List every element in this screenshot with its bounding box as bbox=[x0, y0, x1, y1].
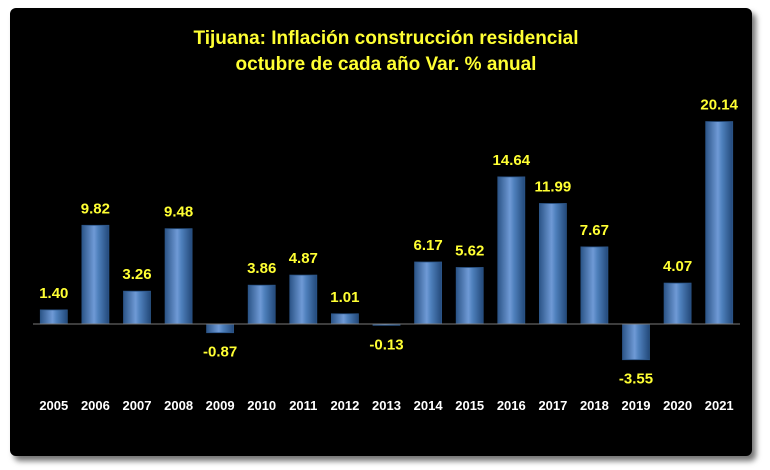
chart-title: Tijuana: Inflación construcción residenc… bbox=[193, 28, 578, 49]
chart-frame bbox=[10, 8, 752, 456]
year-label-2013: 2013 bbox=[372, 398, 401, 413]
year-label-2005: 2005 bbox=[39, 398, 68, 413]
year-label-2019: 2019 bbox=[622, 398, 651, 413]
year-label-2018: 2018 bbox=[580, 398, 609, 413]
year-label-2008: 2008 bbox=[164, 398, 193, 413]
value-label-2019: -3.55 bbox=[619, 371, 653, 388]
value-label-2020: 4.07 bbox=[663, 258, 692, 275]
value-label-2005: 1.40 bbox=[39, 285, 68, 302]
value-label-2017: 11.99 bbox=[535, 179, 572, 196]
year-label-2011: 2011 bbox=[289, 398, 317, 413]
value-label-2014: 6.17 bbox=[413, 237, 442, 254]
value-label-2007: 3.26 bbox=[122, 266, 151, 283]
value-label-2010: 3.86 bbox=[247, 260, 276, 277]
bar-2018 bbox=[580, 246, 609, 325]
bar-2009 bbox=[206, 323, 235, 334]
bar-2016 bbox=[497, 176, 526, 325]
value-label-2006: 9.82 bbox=[81, 200, 110, 217]
year-label-2006: 2006 bbox=[81, 398, 110, 413]
value-label-2011: 4.87 bbox=[289, 250, 318, 267]
year-label-2010: 2010 bbox=[247, 398, 276, 413]
bar-2011 bbox=[289, 274, 318, 325]
bar-2020 bbox=[663, 282, 692, 325]
year-label-2009: 2009 bbox=[206, 398, 235, 413]
chart-subtitle: octubre de cada año Var. % anual bbox=[236, 54, 537, 75]
value-label-2018: 7.67 bbox=[580, 222, 609, 239]
labels-layer: 1.40 9.82 3.26 9.48 -0.87 3.86 4.87 1.01 -0.13 6.… bbox=[39, 97, 738, 388]
value-label-2015: 5.62 bbox=[455, 243, 484, 260]
bar-2014 bbox=[414, 261, 443, 325]
value-label-2013: -0.13 bbox=[369, 336, 403, 353]
value-label-2008: 9.48 bbox=[164, 204, 193, 221]
year-label-2017: 2017 bbox=[538, 398, 567, 413]
value-label-2009: -0.87 bbox=[203, 344, 237, 361]
bars-layer bbox=[39, 121, 734, 361]
year-label-2012: 2012 bbox=[330, 398, 359, 413]
bar-2017 bbox=[539, 203, 567, 325]
value-label-2012: 1.01 bbox=[330, 289, 359, 306]
year-label-2016: 2016 bbox=[497, 398, 526, 413]
bar-2006 bbox=[81, 224, 110, 325]
years-layer: 2005 2006 2007 2008 2009 2010 2011 2012 2013 2014… bbox=[39, 398, 733, 413]
bar-2010 bbox=[247, 284, 276, 325]
bar-2015 bbox=[455, 267, 484, 325]
bar-2021 bbox=[705, 121, 734, 325]
value-label-2021: 20.14 bbox=[700, 97, 738, 114]
year-label-2021: 2021 bbox=[705, 398, 734, 413]
value-label-2016: 14.64 bbox=[493, 152, 531, 169]
bar-2007 bbox=[123, 290, 151, 325]
year-label-2007: 2007 bbox=[123, 398, 152, 413]
bar-2012 bbox=[330, 313, 359, 325]
year-label-2014: 2014 bbox=[414, 398, 444, 413]
bar-2005 bbox=[39, 309, 68, 325]
year-label-2020: 2020 bbox=[663, 398, 692, 413]
bar-2019 bbox=[622, 323, 650, 361]
year-label-2015: 2015 bbox=[455, 398, 484, 413]
bar-2008 bbox=[164, 228, 193, 325]
